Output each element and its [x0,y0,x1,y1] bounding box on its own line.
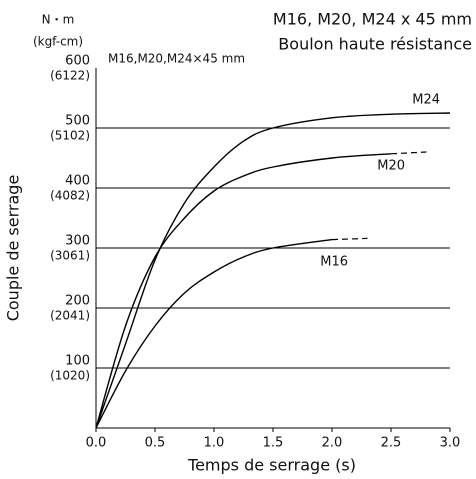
y2-tick-label: (4082) [50,188,90,202]
series-label: M20 [377,159,405,174]
y2-tick-label: (5102) [50,128,90,142]
y-tick-label: 100 [65,354,90,369]
x-tick-label: 0.5 [145,436,166,451]
y2-tick-label: (1020) [50,369,90,383]
y-tick-label: 300 [65,234,90,249]
line [95,238,333,429]
chart-title: M16, M20, M24 x 45 mm [273,10,472,29]
y-tick-label: 400 [65,174,90,189]
x-tick-label: 0.0 [86,436,107,451]
x-tick-label: 2.0 [322,436,343,451]
x-axis-label: Temps de serrage (s) [187,456,356,475]
y2-tick-label: (3061) [50,249,90,263]
y2-tick-label: (2041) [50,308,90,322]
y2-tick-label: (6122) [50,69,90,83]
y2-unit: (kgf-cm) [33,35,83,49]
line-extension [390,151,427,155]
annotation: M16,M20,M24×45 mm [108,52,245,66]
x-tick-label: 1.0 [204,436,225,451]
chart-subtitle: Boulon haute résistance [278,35,472,54]
line-extension [331,237,368,241]
x-tick-label: 3.0 [440,436,461,451]
x-tick-label: 2.5 [381,436,402,451]
y-axis-label: Couple de serrage [4,175,23,322]
y-tick-label: 500 [65,114,90,129]
x-tick-label: 1.5 [263,436,284,451]
series-label: M16 [320,255,348,270]
line [95,153,392,429]
y-unit: N・m [42,13,75,27]
y-tick-label: 200 [65,294,90,309]
line [95,112,451,429]
y-tick-label: 600 [65,54,90,69]
series-label: M24 [412,93,440,108]
